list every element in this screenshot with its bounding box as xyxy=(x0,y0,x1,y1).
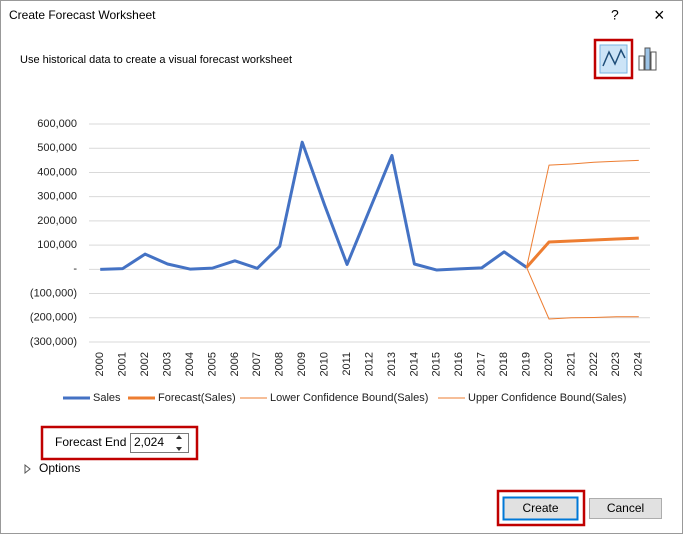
x-tick-label: 2000 xyxy=(94,352,106,376)
chart: 600,000 500,000 400,000 300,000 200,000 100,0… xyxy=(30,118,650,404)
x-tick-label: 2018 xyxy=(498,352,510,376)
dialog-title: Create Forecast Worksheet xyxy=(9,8,156,22)
x-tick-label: 2021 xyxy=(565,352,577,376)
description: Use historical data to create a visual f… xyxy=(20,54,292,66)
spinner[interactable] xyxy=(176,435,182,451)
x-tick-label: 2002 xyxy=(139,352,151,376)
y-tick-label: 600,000 xyxy=(37,118,77,130)
legend-label: Upper Confidence Bound(Sales) xyxy=(468,392,626,404)
x-tick-label: 2006 xyxy=(229,352,241,376)
series-line xyxy=(525,236,639,269)
x-tick-label: 2013 xyxy=(386,352,398,376)
series-line xyxy=(526,267,639,320)
y-tick-label: 200,000 xyxy=(37,215,77,227)
legend-label: Sales xyxy=(93,392,121,404)
x-tick-label: 2017 xyxy=(476,352,488,376)
x-tick-label: 2008 xyxy=(274,352,286,376)
x-tick-label: 2011 xyxy=(341,352,353,376)
icon-bar xyxy=(644,47,651,71)
help-button[interactable]: ? xyxy=(611,7,619,23)
y-tick-label: 100,000 xyxy=(37,239,77,251)
expand-arrow[interactable] xyxy=(24,463,31,475)
y-tick-label: - xyxy=(73,263,77,275)
y-tick-label: (100,000) xyxy=(30,287,77,299)
x-tick-label: 2023 xyxy=(610,352,622,376)
y-tick-label: (300,000) xyxy=(30,336,77,348)
x-tick-label: 2024 xyxy=(633,352,645,376)
options-toggle[interactable]: Options xyxy=(39,461,80,475)
y-tick-label: 300,000 xyxy=(37,191,77,203)
selection-box xyxy=(593,38,634,80)
x-tick-label: 2014 xyxy=(408,352,420,376)
x-tick-label: 2015 xyxy=(431,352,443,376)
x-tick-label: 2001 xyxy=(117,352,129,376)
forecast-end-label: Forecast End xyxy=(55,435,126,449)
create-button[interactable] xyxy=(502,496,579,521)
y-tick-label: 500,000 xyxy=(37,142,77,154)
x-tick-label: 2020 xyxy=(543,352,555,376)
legend-label: Forecast(Sales) xyxy=(158,392,236,404)
x-tick-label: 2022 xyxy=(588,352,600,376)
forecast-end-value: 2,024 xyxy=(134,435,164,449)
icon-bg xyxy=(599,44,628,74)
highlight-box xyxy=(496,489,586,527)
icon-line xyxy=(602,48,626,67)
x-tick-label: 2016 xyxy=(453,352,465,376)
highlight-box xyxy=(40,425,199,461)
x-tick-label: 2004 xyxy=(184,352,196,376)
x-tick-label: 2012 xyxy=(363,352,375,376)
y-tick-label: (200,000) xyxy=(30,312,77,324)
x-tick-label: 2019 xyxy=(520,352,532,376)
create-label: Create xyxy=(522,501,558,515)
forecast-end-input[interactable] xyxy=(130,433,189,453)
icon-bar xyxy=(650,51,657,71)
legend-label: Lower Confidence Bound(Sales) xyxy=(270,392,428,404)
cancel-label: Cancel xyxy=(607,501,644,515)
x-tick-label: 2007 xyxy=(251,352,263,376)
column-chart-icon[interactable] xyxy=(638,47,657,71)
x-tick-label: 2003 xyxy=(161,352,173,376)
close-button[interactable]: × xyxy=(654,5,665,25)
y-tick-label: 400,000 xyxy=(37,166,77,178)
x-tick-label: 2010 xyxy=(319,352,331,376)
x-tick-label: 2005 xyxy=(206,352,218,376)
series-line xyxy=(526,159,639,268)
series-line xyxy=(100,140,528,272)
line-chart-icon[interactable] xyxy=(593,38,634,80)
x-tick-label: 2009 xyxy=(296,352,308,376)
cancel-button[interactable] xyxy=(589,498,662,519)
icon-bar xyxy=(638,55,645,71)
